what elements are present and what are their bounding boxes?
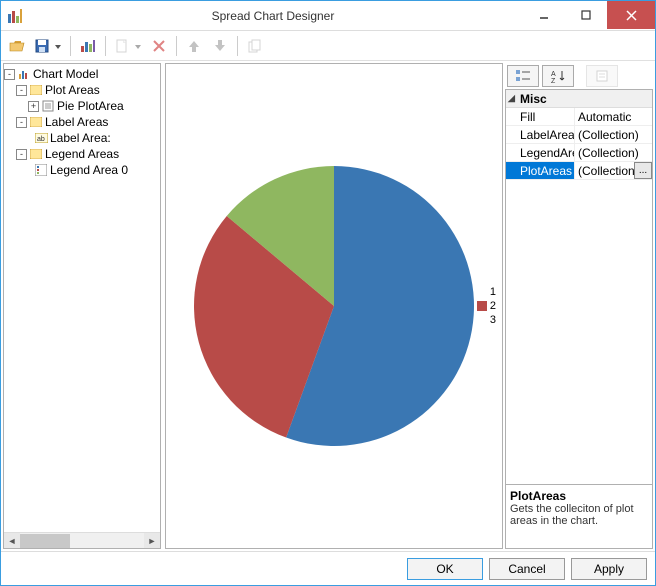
expander-icon[interactable]: - <box>16 149 27 160</box>
window-title: Spread Chart Designer <box>23 9 523 23</box>
label-icon: ab <box>34 131 48 145</box>
property-value[interactable]: (Collection) <box>574 144 652 161</box>
main-area: - Chart Model - Plot Areas + Pie PlotAre… <box>1 61 655 551</box>
titlebar: Spread Chart Designer <box>1 1 655 31</box>
description-name: PlotAreas <box>510 489 648 503</box>
ok-button[interactable]: OK <box>407 558 483 580</box>
chart-model-icon <box>17 67 31 81</box>
expander-icon[interactable]: - <box>16 117 27 128</box>
open-button[interactable] <box>5 34 29 58</box>
description-text: Gets the colleciton of plot areas in the… <box>510 503 648 527</box>
categorized-button[interactable] <box>507 65 539 87</box>
property-category[interactable]: ◢ Misc <box>506 90 652 108</box>
tree-label: Legend Area 0 <box>50 162 128 178</box>
legend-label: 1 <box>490 286 496 298</box>
property-row[interactable]: FillAutomatic <box>506 108 652 126</box>
svg-text:ab: ab <box>37 136 45 143</box>
app-icon <box>7 8 23 24</box>
property-name: LegendAre <box>506 144 574 161</box>
move-up-button[interactable] <box>182 34 206 58</box>
legend-swatch <box>477 301 487 311</box>
cancel-button[interactable]: Cancel <box>489 558 565 580</box>
svg-text:A: A <box>551 71 556 78</box>
property-row[interactable]: PlotAreas(Collection)... <box>506 162 652 180</box>
tree-node-plot-areas[interactable]: - Plot Areas <box>4 82 160 98</box>
property-name: Fill <box>506 108 574 125</box>
tree-label: Pie PlotArea <box>57 98 124 114</box>
minimize-button[interactable] <box>523 1 565 29</box>
property-name: LabelAreas <box>506 126 574 143</box>
svg-text:Z: Z <box>551 78 556 83</box>
chart-panel: 1 2 3 <box>165 63 503 549</box>
close-button[interactable] <box>607 1 655 29</box>
property-value[interactable]: Automatic <box>574 108 652 125</box>
tree-label: Plot Areas <box>45 82 100 98</box>
alphabetical-button[interactable]: AZ <box>542 65 574 87</box>
tree-node-label-area[interactable]: ab Label Area: <box>4 130 160 146</box>
tree-label: Label Areas <box>45 114 108 130</box>
property-grid: ◢ Misc FillAutomaticLabelAreas(Collectio… <box>505 89 653 549</box>
legend-item: 2 <box>477 299 496 313</box>
tree-label: Legend Areas <box>45 146 119 162</box>
ellipsis-button[interactable]: ... <box>634 162 652 179</box>
toolbar <box>1 31 655 61</box>
apply-button[interactable]: Apply <box>571 558 647 580</box>
property-name: PlotAreas <box>506 162 574 179</box>
delete-button[interactable] <box>147 34 171 58</box>
scroll-left-icon[interactable]: ◄ <box>4 533 20 549</box>
property-value[interactable]: (Collection)... <box>574 162 652 179</box>
tree-node-pie-plotarea[interactable]: + Pie PlotArea <box>4 98 160 114</box>
tree-node-legend-areas[interactable]: - Legend Areas <box>4 146 160 162</box>
property-description: PlotAreas Gets the colleciton of plot ar… <box>506 484 652 548</box>
folder-icon <box>29 147 43 161</box>
chart-legend: 1 2 3 <box>477 285 496 327</box>
property-row[interactable]: LabelAreas(Collection) <box>506 126 652 144</box>
tree-horizontal-scrollbar[interactable]: ◄ ► <box>4 532 160 548</box>
expander-icon[interactable]: - <box>16 85 27 96</box>
property-panel: AZ ◢ Misc FillAutomaticLabelAreas(Collec… <box>505 63 653 549</box>
plot-area-icon <box>41 99 55 113</box>
copy-button[interactable] <box>243 34 267 58</box>
expander-icon[interactable]: - <box>4 69 15 80</box>
dialog-buttons: OK Cancel Apply <box>1 551 655 585</box>
folder-icon <box>29 83 43 97</box>
move-down-button[interactable] <box>208 34 232 58</box>
legend-label: 2 <box>490 300 496 312</box>
new-item-button[interactable] <box>111 34 145 58</box>
legend-swatch <box>477 287 487 297</box>
pie-chart <box>194 166 474 446</box>
tree-node-legend-area[interactable]: Legend Area 0 <box>4 162 160 178</box>
tree-node-label-areas[interactable]: - Label Areas <box>4 114 160 130</box>
property-row[interactable]: LegendAre(Collection) <box>506 144 652 162</box>
property-pages-button <box>586 65 618 87</box>
tree: - Chart Model - Plot Areas + Pie PlotAre… <box>4 64 160 532</box>
tree-panel: - Chart Model - Plot Areas + Pie PlotAre… <box>3 63 161 549</box>
property-value[interactable]: (Collection) <box>574 126 652 143</box>
save-button[interactable] <box>31 34 65 58</box>
scroll-right-icon[interactable]: ► <box>144 533 160 549</box>
legend-item: 3 <box>477 313 496 327</box>
legend-icon <box>34 163 48 177</box>
property-toolbar: AZ <box>505 63 653 89</box>
scroll-thumb[interactable] <box>20 534 70 548</box>
legend-swatch <box>477 315 487 325</box>
expander-icon[interactable]: + <box>28 101 39 112</box>
chart-type-button[interactable] <box>76 34 100 58</box>
legend-item: 1 <box>477 285 496 299</box>
maximize-button[interactable] <box>565 1 607 29</box>
caret-down-icon: ◢ <box>508 93 520 104</box>
folder-icon <box>29 115 43 129</box>
legend-label: 3 <box>490 314 496 326</box>
tree-label: Chart Model <box>33 66 98 82</box>
category-label: Misc <box>520 92 547 106</box>
tree-node-root[interactable]: - Chart Model <box>4 66 160 82</box>
tree-label: Label Area: <box>50 130 111 146</box>
